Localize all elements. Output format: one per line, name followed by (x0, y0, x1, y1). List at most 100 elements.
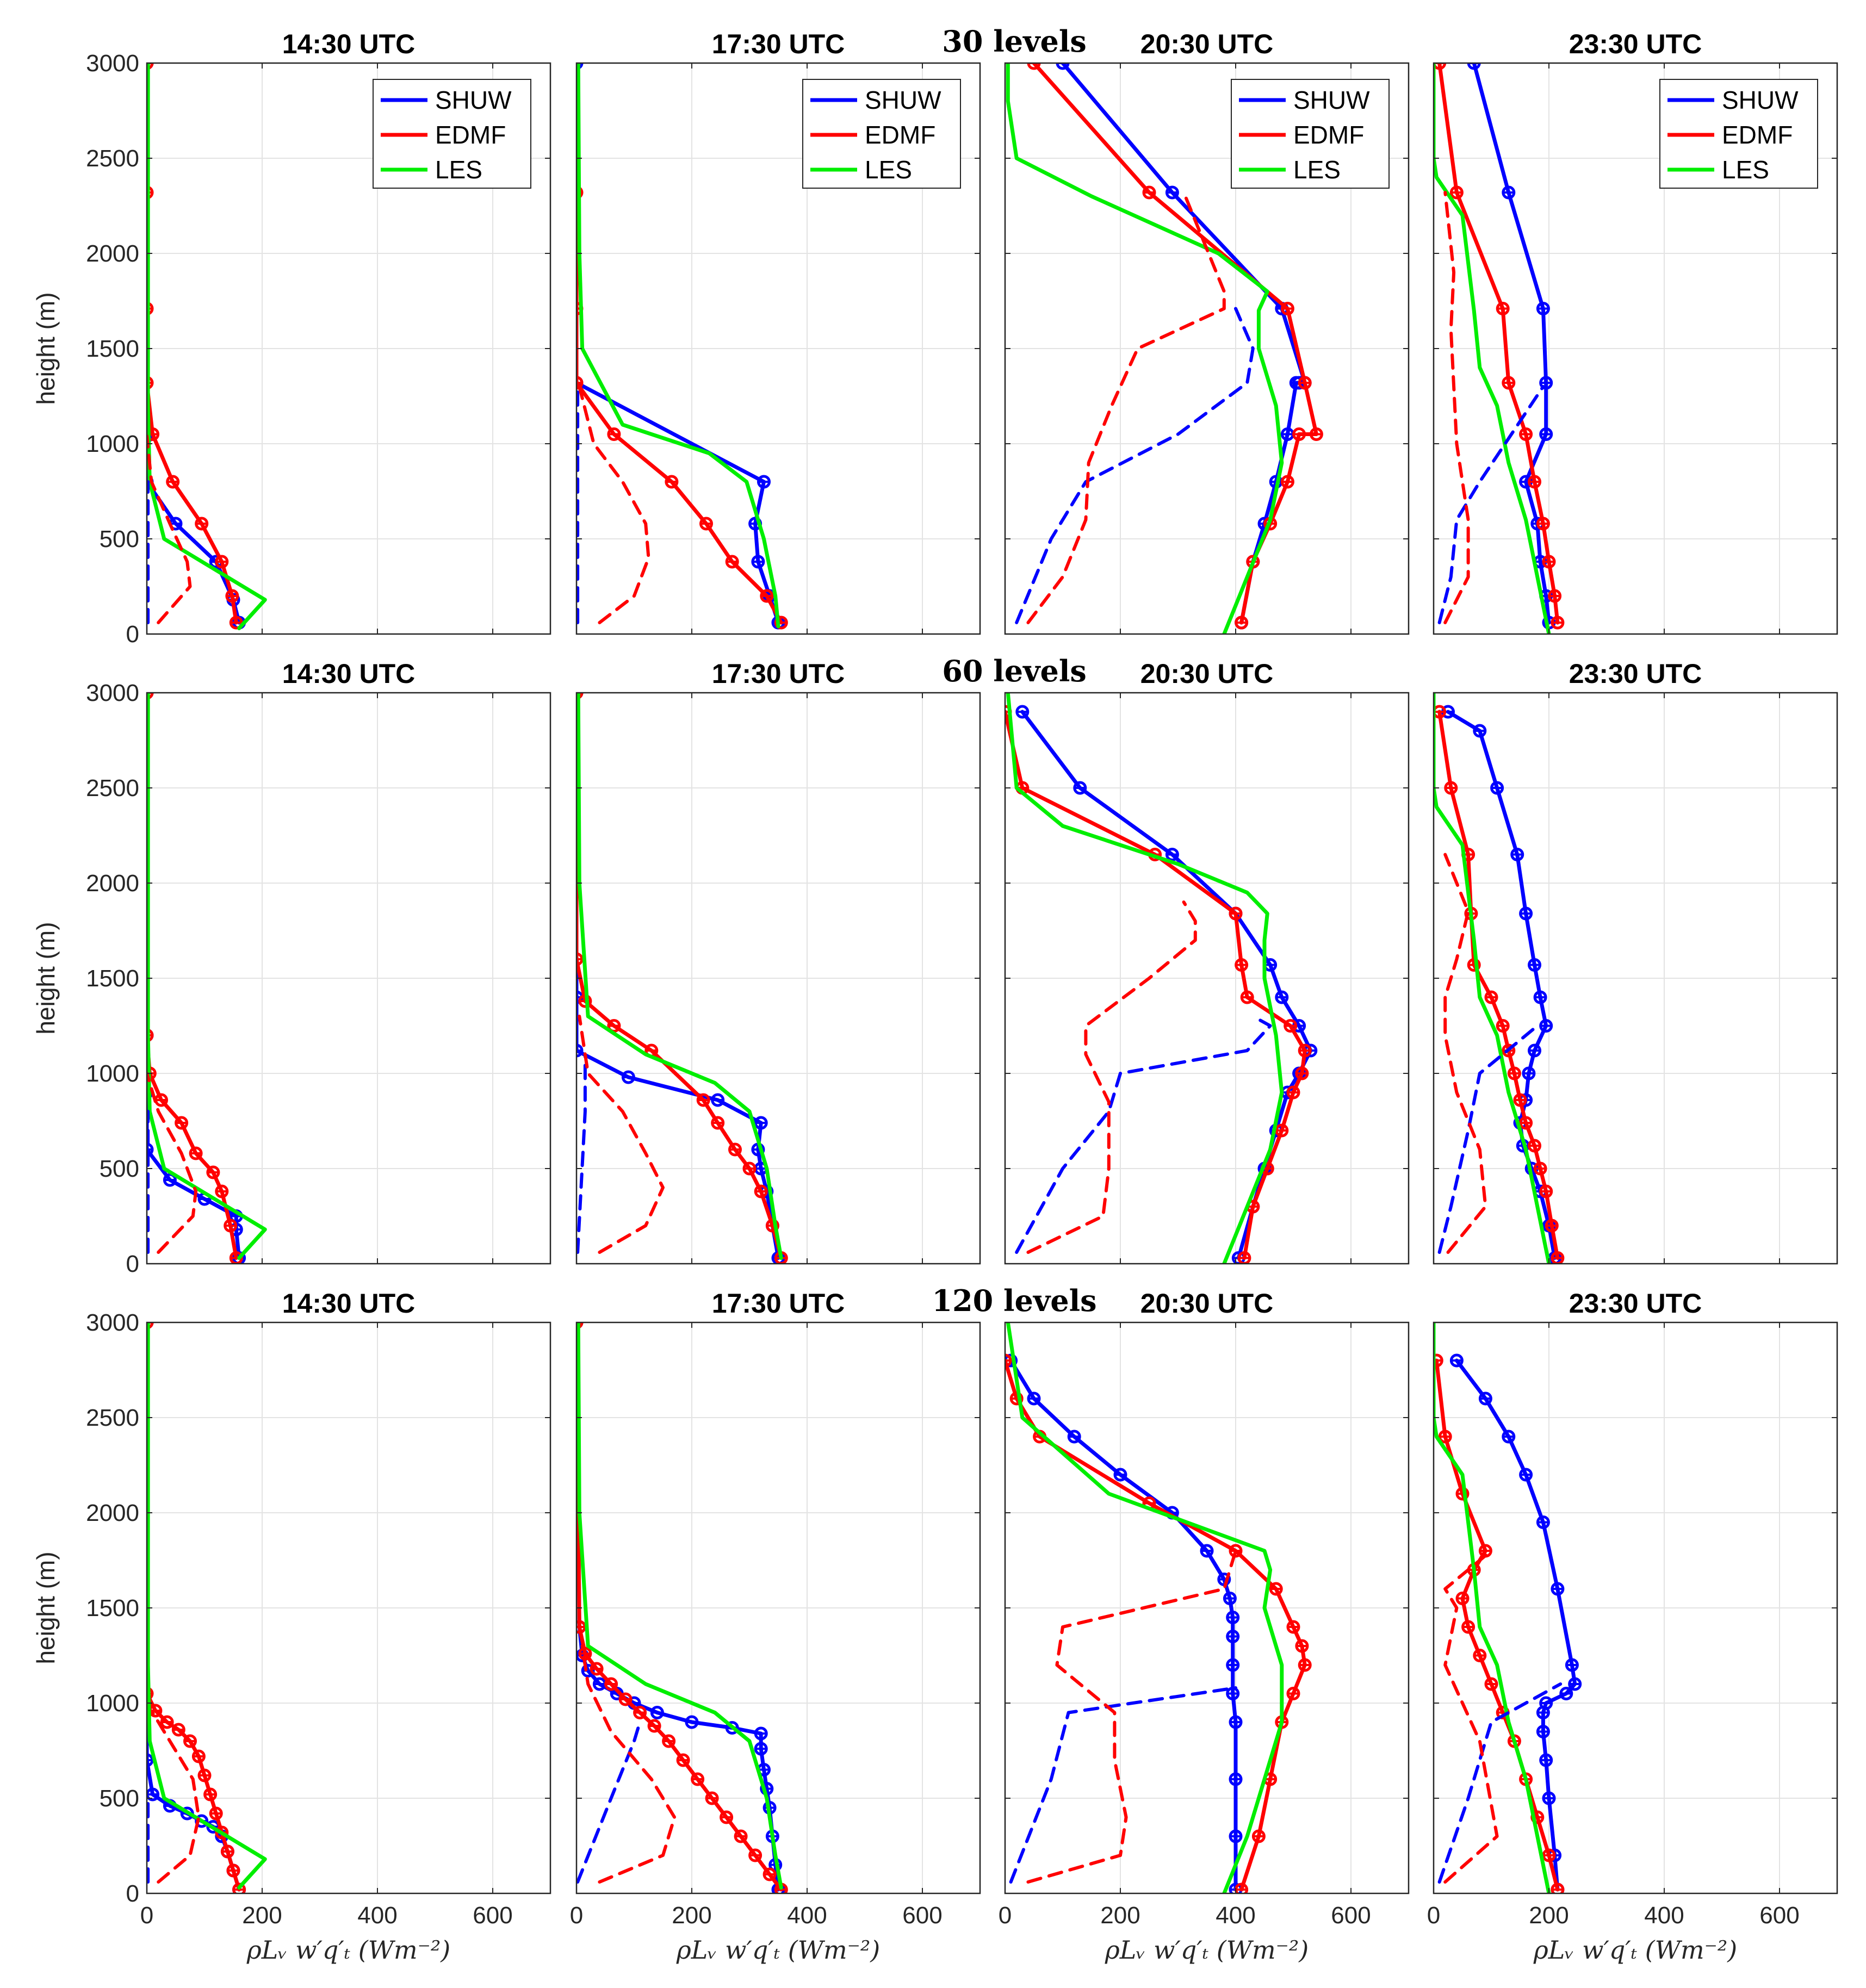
panel-1: 0 500 1000 1500 2000 2500 3000 height (m) 14:30 … (32, 29, 551, 648)
panel-title: 14:30 UTC (282, 1288, 416, 1319)
series-group (1434, 63, 1565, 634)
x-axis-label: ρLᵥ w′q′ₜ (Wm⁻²) (1533, 1935, 1738, 1965)
series-edmf-dashed (1443, 191, 1470, 624)
legend-label-les: LES (865, 156, 912, 184)
y-tick-label: 2500 (86, 775, 139, 802)
y-axis-label: height (m) (32, 292, 60, 405)
y-tick-label: 0 (126, 1251, 139, 1277)
series-edmf-dashed (151, 1711, 201, 1884)
series-edmf-dashed (578, 385, 650, 624)
series-shuw-dashed (1015, 1015, 1272, 1254)
x-axis-label: ρLᵥ w′q′ₜ (Wm⁻²) (676, 1935, 881, 1965)
x-tick-label: 400 (787, 1902, 827, 1929)
marker-shuw (1056, 63, 1070, 70)
panel-title: 20:30 UTC (1140, 658, 1274, 689)
panel-2: 17:30 UTC SHUW EDMF LES (575, 29, 981, 635)
panel-8: 23:30 UTC (1433, 658, 1838, 1265)
series-les-solid (576, 693, 783, 1260)
series-les-solid (1006, 1322, 1284, 1893)
x-tick-label: 200 (242, 1902, 282, 1929)
series-les-solid (1434, 693, 1551, 1264)
legend-label-les: LES (1722, 156, 1769, 184)
series-shuw-dashed (1437, 1024, 1539, 1254)
x-tick-label: 600 (1331, 1902, 1371, 1929)
panel-11: 0 200 400 600 ρLᵥ w′q′ₜ (Wm⁻²) 20:30 UTC (999, 1288, 1410, 1965)
series-shuw-dashed (1009, 1686, 1237, 1884)
panel-3: 20:30 UTC SHUW EDMF LES (1004, 29, 1410, 635)
series-group (1005, 693, 1318, 1264)
y-axis-label: height (m) (32, 922, 60, 1034)
x-axis-label: ρLᵥ w′q′ₜ (Wm⁻²) (246, 1935, 451, 1965)
series-shuw-solid (1009, 1358, 1238, 1892)
legend-label-shuw: SHUW (1722, 86, 1799, 114)
series-edmf-dashed (1026, 900, 1197, 1254)
x-tick-label: 0 (1427, 1902, 1440, 1929)
series-group (576, 1322, 788, 1893)
panel-title: 23:30 UTC (1569, 29, 1702, 59)
series-edmf-dashed (147, 434, 192, 624)
series-group (576, 63, 788, 630)
legend-label-edmf: EDMF (1293, 121, 1364, 149)
y-tick-label: 3000 (86, 680, 139, 706)
y-tick-label: 2500 (86, 145, 139, 172)
row-title-120-levels: 120 levels (932, 1283, 1096, 1318)
series-shuw-dashed (576, 1720, 642, 1884)
panel-4: 23:30 UTC SHUW EDMF LES (1433, 29, 1838, 635)
x-tick-label: 400 (357, 1902, 397, 1929)
y-tick-label: 500 (100, 1155, 139, 1182)
panel-title: 14:30 UTC (282, 658, 416, 689)
series-edmf-dashed (1026, 1549, 1237, 1884)
series-group (576, 693, 788, 1264)
panel-5: 0 500 1000 1500 2000 2500 3000 height (m) 14:30 … (32, 658, 551, 1277)
series-edmf-solid (147, 1322, 241, 1892)
series-shuw-dashed (1437, 385, 1545, 624)
series-les-solid (1006, 693, 1284, 1264)
y-tick-label: 1500 (86, 965, 139, 992)
panel-title: 17:30 UTC (712, 658, 845, 689)
y-tick-label: 1500 (86, 336, 139, 362)
legend-label-shuw: SHUW (435, 86, 512, 114)
x-tick-label: 400 (1644, 1902, 1684, 1929)
y-tick-label: 2000 (86, 870, 139, 897)
panel-title: 17:30 UTC (712, 29, 845, 59)
panel-12: 0 200 400 600 ρLᵥ w′q′ₜ (Wm⁻²) 23:30 UTC (1427, 1288, 1838, 1965)
series-edmf-dashed (1026, 191, 1226, 624)
series-les-solid (1434, 63, 1551, 634)
series-les-solid (576, 1322, 783, 1890)
row-title-60-levels: 60 levels (942, 654, 1086, 688)
panel-9: 0 500 1000 1500 2000 2500 3000 height (m) 0 200 40… (32, 1288, 551, 1965)
marker-shuw (1467, 63, 1481, 70)
panel-title: 23:30 UTC (1569, 658, 1702, 689)
y-tick-label: 1000 (86, 1690, 139, 1717)
x-tick-label: 400 (1216, 1902, 1255, 1929)
row-title-30-levels: 30 levels (942, 24, 1086, 59)
x-tick-label: 0 (570, 1902, 583, 1929)
y-tick-label: 2500 (86, 1405, 139, 1431)
y-axis-label: height (m) (32, 1551, 60, 1664)
x-tick-label: 0 (999, 1902, 1012, 1929)
series-shuw-solid (1472, 63, 1551, 625)
y-tick-label: 3000 (86, 50, 139, 77)
legend-label-edmf: EDMF (435, 121, 506, 149)
panel-6: 17:30 UTC (575, 658, 981, 1265)
marker-edmf (1027, 63, 1041, 70)
series-edmf-dashed (147, 1072, 198, 1254)
panel-10: 0 200 400 600 ρLᵥ w′q′ₜ (Wm⁻²) 17:30 UTC (570, 1288, 981, 1965)
legend-label-les: LES (1293, 156, 1341, 184)
y-tick-label: 2000 (86, 240, 139, 267)
panel-title: 23:30 UTC (1569, 1288, 1702, 1319)
series-edmf-dashed (578, 1015, 665, 1254)
series-les-solid (1006, 63, 1284, 634)
series-edmf-dashed (1443, 853, 1487, 1254)
y-tick-label: 500 (100, 526, 139, 552)
x-tick-label: 600 (473, 1902, 512, 1929)
series-shuw-dashed (1015, 307, 1255, 624)
x-tick-label: 200 (1529, 1902, 1569, 1929)
legend-label-edmf: EDMF (865, 121, 935, 149)
series-group (1434, 693, 1565, 1264)
series-shuw-dashed (1437, 1682, 1563, 1884)
panel-title: 20:30 UTC (1140, 1288, 1274, 1319)
series-les-solid (1434, 1322, 1551, 1893)
